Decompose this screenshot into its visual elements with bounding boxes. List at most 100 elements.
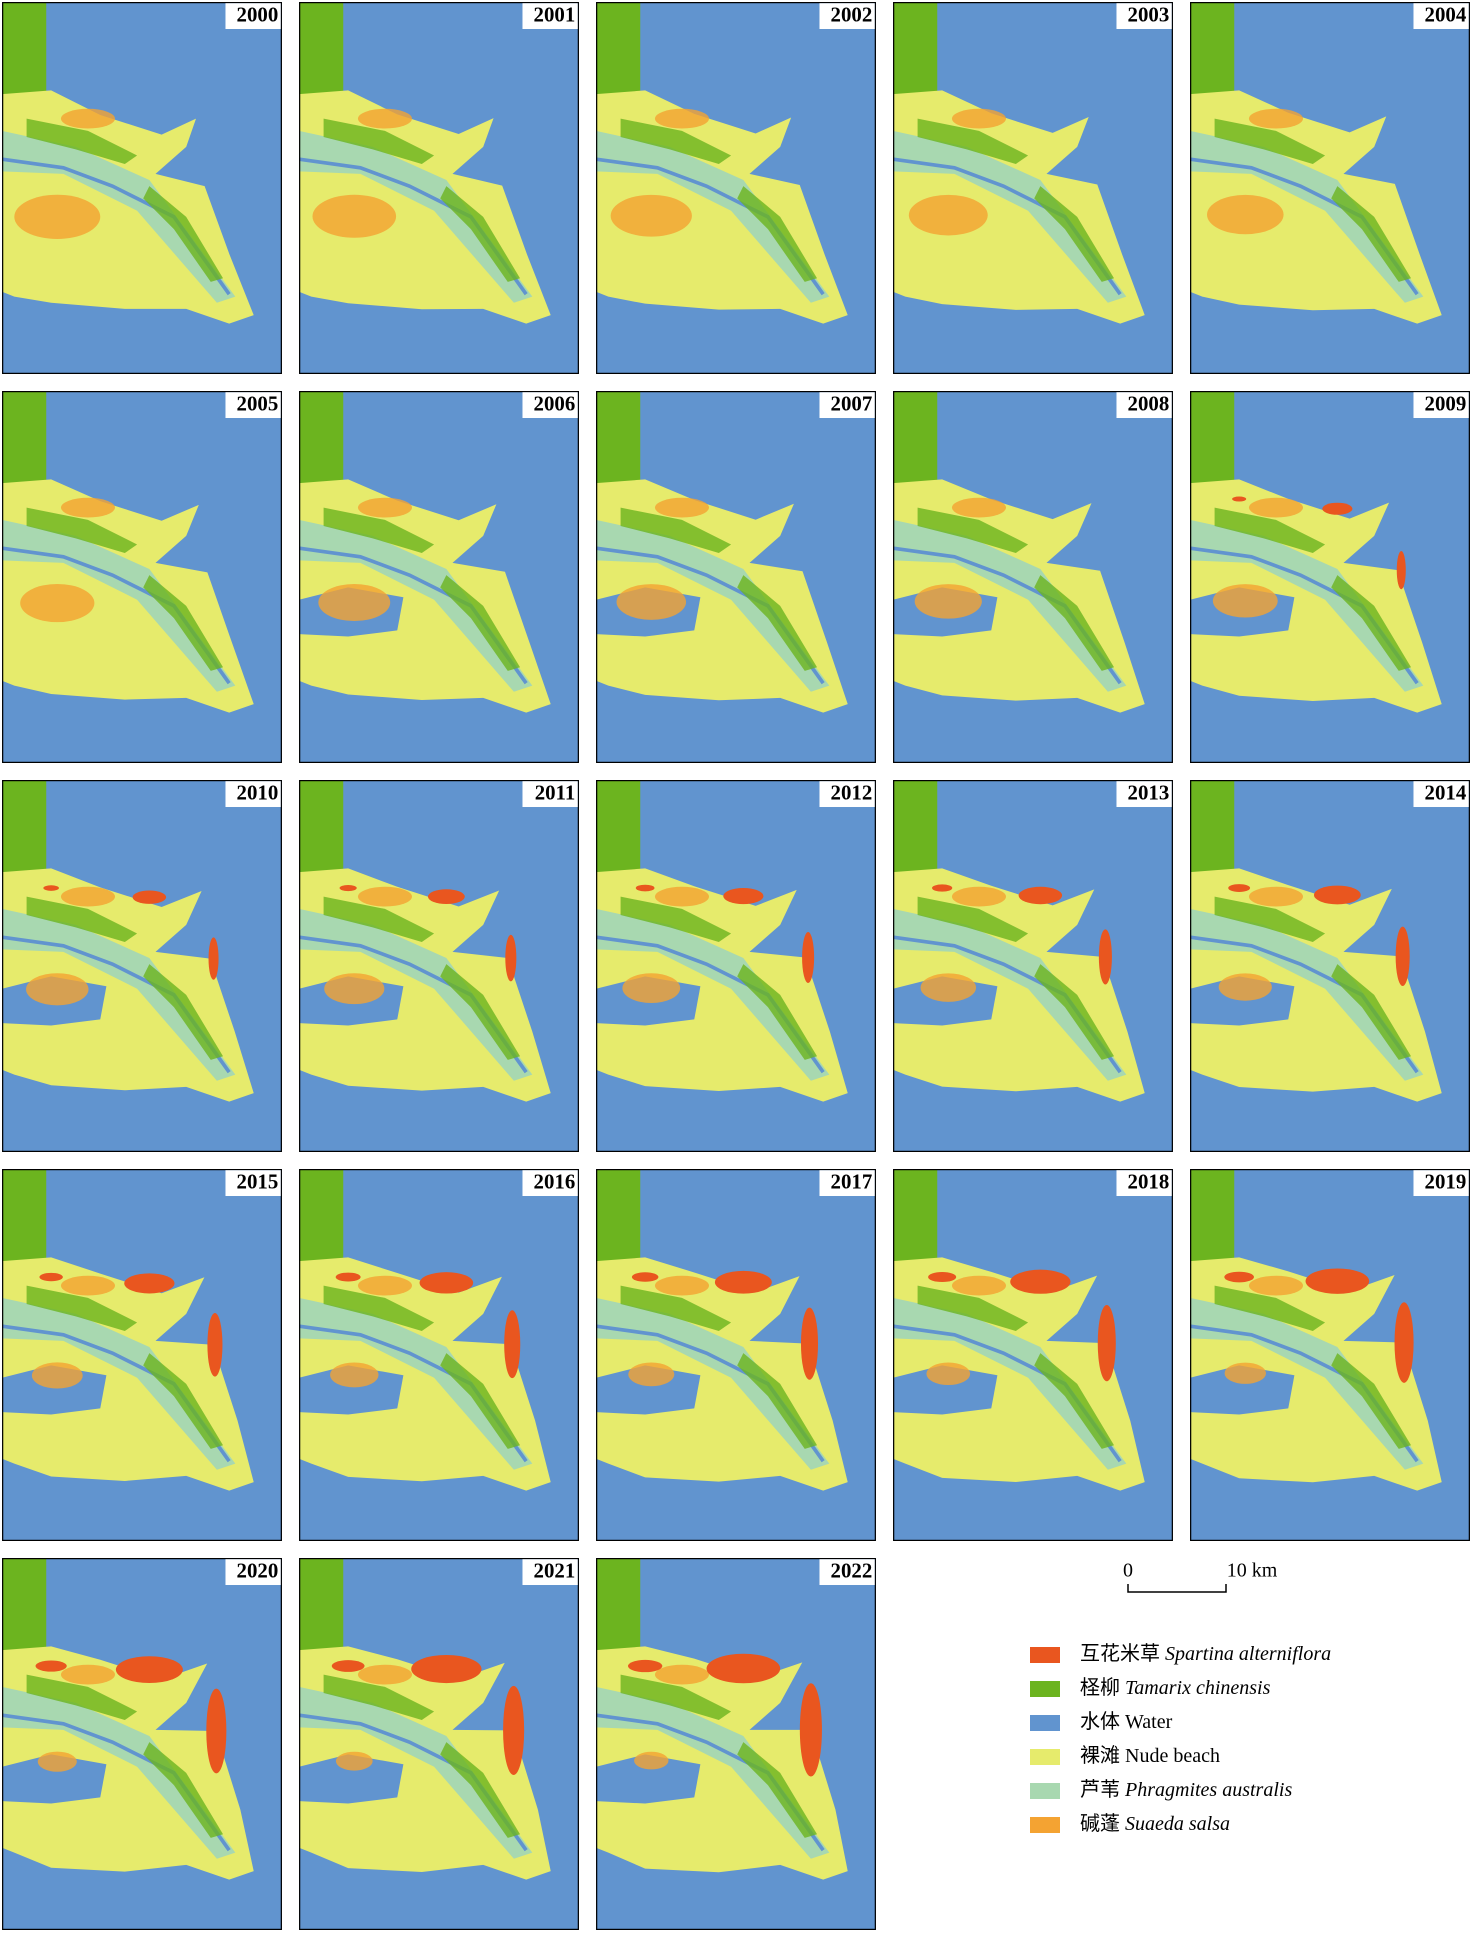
- suaeda: [357, 1275, 412, 1296]
- phragmites: [299, 1686, 533, 1859]
- phragmites: [299, 519, 533, 692]
- tamarix: [26, 1674, 138, 1721]
- spartina: [1010, 1269, 1071, 1294]
- suaeda: [1248, 108, 1303, 129]
- inland: [1190, 391, 1235, 490]
- panel-border: [893, 780, 1173, 1152]
- suaeda: [654, 1275, 709, 1296]
- year-label: 2016: [534, 1170, 576, 1194]
- suaeda: [357, 886, 412, 907]
- suaeda: [654, 886, 709, 907]
- year-label: 2007: [831, 392, 873, 416]
- phragmites: [1190, 908, 1424, 1081]
- year-box: [1413, 781, 1469, 808]
- water-gap: [596, 1754, 701, 1804]
- spartina: [339, 884, 357, 892]
- year-box: [1116, 3, 1172, 30]
- panel-border: [893, 391, 1173, 763]
- map-panel: 2014: [1190, 780, 1470, 1152]
- phragmites: [1190, 130, 1424, 303]
- phragmites: [596, 130, 830, 303]
- suaeda: [920, 973, 977, 1002]
- tamarix: [917, 118, 1029, 165]
- inland: [299, 780, 344, 879]
- tamarix: [737, 186, 818, 282]
- suaeda: [312, 194, 397, 238]
- year-box: [1116, 1170, 1172, 1197]
- tamarix: [143, 575, 224, 671]
- legend-zh: 碱蓬: [1080, 1812, 1120, 1835]
- inland: [299, 1169, 344, 1268]
- spartina: [411, 1654, 482, 1684]
- tamarix: [323, 507, 435, 554]
- tamarix: [1331, 575, 1412, 671]
- legend-zh: 柽柳: [1080, 1676, 1120, 1699]
- tamarix: [1331, 186, 1412, 282]
- tamarix: [1214, 507, 1326, 554]
- suaeda: [1224, 1362, 1266, 1384]
- year-box: [819, 781, 875, 808]
- spartina: [207, 1312, 223, 1377]
- tamarix: [620, 118, 732, 165]
- suaeda: [1218, 973, 1272, 1001]
- suaeda: [60, 886, 115, 907]
- year-label: 2015: [237, 1170, 279, 1194]
- legend-zh: 芦苇: [1080, 1778, 1120, 1801]
- tamarix: [917, 507, 1029, 554]
- year-box: [522, 781, 578, 808]
- inland: [893, 391, 938, 490]
- legend-zh: 互花米草: [1080, 1642, 1160, 1665]
- map-panel: 2016: [299, 1169, 579, 1541]
- inland: [2, 391, 47, 490]
- legend-swatch: [1030, 1749, 1060, 1765]
- inland: [596, 1558, 641, 1657]
- year-label: 2021: [534, 1559, 576, 1583]
- inland: [2, 1558, 47, 1657]
- phragmites: [2, 1686, 236, 1859]
- spartina: [799, 1683, 822, 1777]
- year-box: [1116, 392, 1172, 419]
- panel-border: [1190, 2, 1470, 374]
- phragmites: [596, 1686, 830, 1859]
- legend-swatch: [1030, 1681, 1060, 1697]
- tamarix: [143, 1353, 224, 1449]
- legend-en: Nude beach: [1125, 1745, 1220, 1767]
- legend-en: Phragmites australis: [1124, 1779, 1292, 1801]
- map-panel: 2017: [596, 1169, 876, 1541]
- panel-border: [596, 780, 876, 1152]
- legend-en: Tamarix chinensis: [1125, 1677, 1271, 1699]
- inland: [299, 1558, 344, 1657]
- suaeda: [951, 497, 1006, 518]
- suaeda: [37, 1751, 77, 1772]
- legend-label: 水体 Water: [1080, 1710, 1173, 1733]
- suaeda: [330, 1362, 379, 1388]
- spartina: [931, 884, 953, 892]
- map-panel: 2003: [893, 2, 1173, 374]
- year-label: 2004: [1425, 3, 1467, 27]
- spartina: [1018, 886, 1063, 905]
- spartina: [124, 1273, 175, 1294]
- spartina: [635, 884, 655, 892]
- map-panel: 2021: [299, 1558, 579, 1930]
- tamarix: [620, 507, 732, 554]
- legend-en: Spartina alterniflora: [1165, 1643, 1331, 1665]
- phragmites: [2, 130, 236, 303]
- year-box: [225, 1559, 281, 1586]
- suaeda: [26, 973, 89, 1006]
- spartina: [714, 1270, 772, 1294]
- suaeda: [926, 1362, 971, 1386]
- suaeda: [951, 1275, 1006, 1296]
- suaeda: [31, 1362, 83, 1389]
- suaeda: [335, 1751, 373, 1771]
- phragmites: [893, 1297, 1127, 1470]
- year-label: 2010: [237, 781, 279, 805]
- legend-en: Water: [1125, 1711, 1173, 1733]
- legend-label: 柽柳 Tamarix chinensis: [1080, 1676, 1271, 1699]
- map-panel: 2018: [893, 1169, 1173, 1541]
- tamarix: [26, 507, 138, 554]
- suaeda: [357, 497, 412, 518]
- phragmites: [596, 1297, 830, 1470]
- spartina: [335, 1272, 361, 1282]
- tamarix: [26, 118, 138, 165]
- suaeda: [357, 108, 412, 129]
